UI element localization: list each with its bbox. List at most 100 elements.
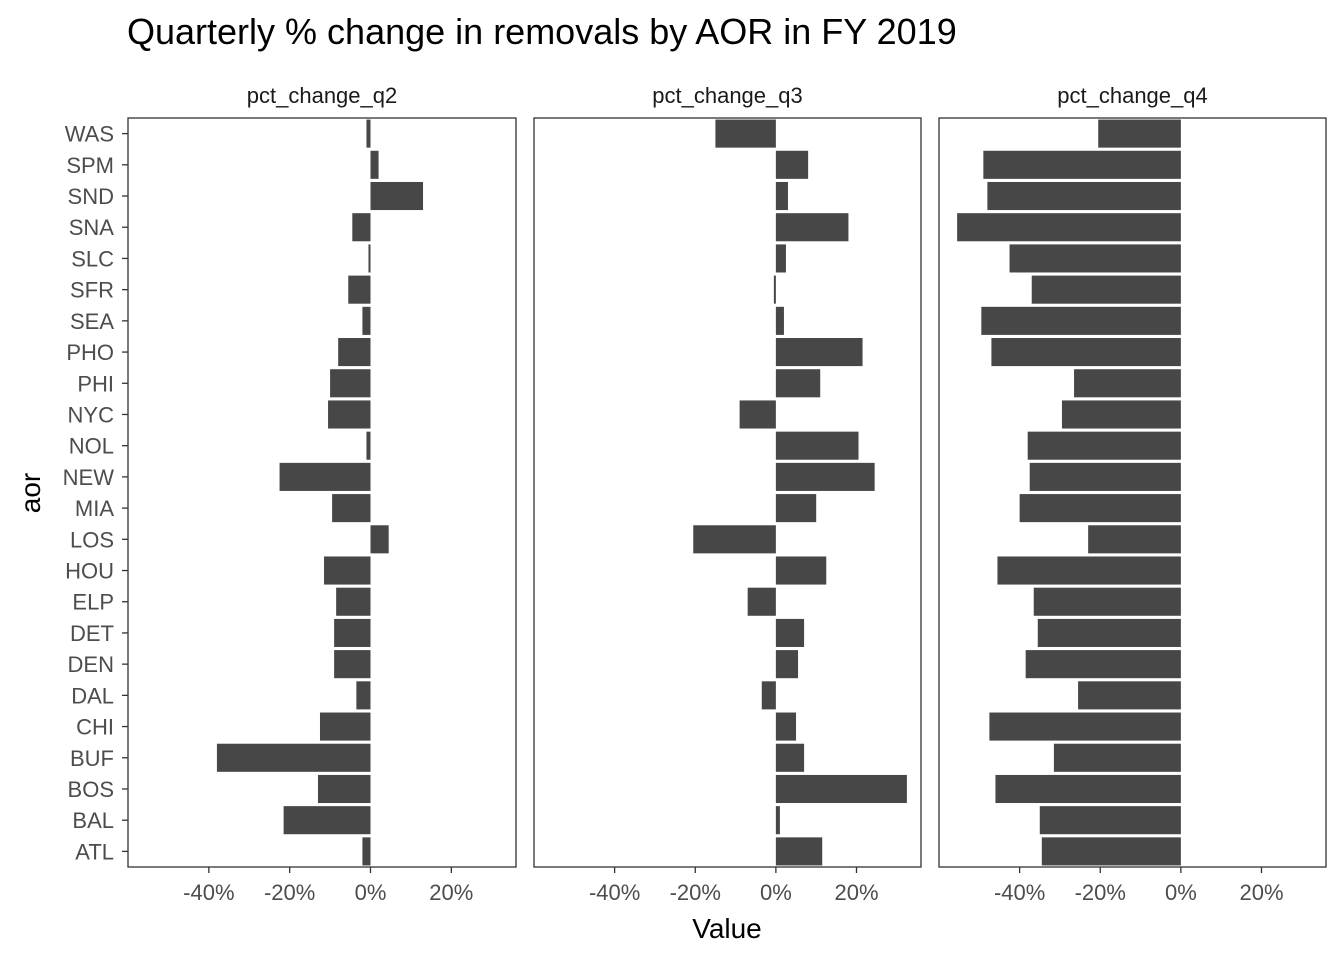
bar-snd (370, 181, 424, 211)
bar-pho (338, 338, 371, 367)
bar-atl (362, 837, 371, 866)
bar-nyc (328, 400, 371, 429)
bar-den (775, 650, 799, 679)
bar-bal (1039, 806, 1181, 835)
y-tick-label: ATL (75, 839, 114, 864)
bar-phi (775, 369, 821, 398)
bar-hou (324, 556, 371, 585)
bar-nol (1027, 431, 1181, 460)
y-tick-label: LOS (70, 527, 114, 552)
bar-buf (775, 743, 805, 772)
bar-sea (775, 306, 784, 335)
bar-was (715, 119, 776, 148)
bar-bos (317, 774, 371, 804)
bar-hou (775, 556, 827, 585)
x-tick-label: 20% (1239, 880, 1283, 905)
bar-elp (1033, 587, 1181, 616)
y-tick-label: DET (70, 621, 114, 646)
x-tick-label: 20% (834, 880, 878, 905)
bar-pho (775, 338, 863, 367)
bar-hou (997, 556, 1181, 585)
y-tick-label: NOL (69, 434, 114, 459)
x-tick-label: -40% (183, 880, 234, 905)
bar-pho (991, 338, 1181, 367)
bar-slc (775, 244, 786, 273)
panel-border (938, 117, 1327, 868)
bar-sna (352, 213, 371, 242)
y-tick-label: BUF (70, 746, 114, 771)
bar-det (775, 618, 805, 647)
bar-slc (1009, 244, 1181, 273)
bar-new (775, 462, 875, 491)
y-tick-label: DEN (68, 652, 114, 677)
bar-los (693, 525, 776, 554)
facet-pct_change_q2: pct_change_q2 -40% -20% 0% 20% WAS SPM SND SNA SL… (63, 83, 517, 905)
facet-panels: pct_change_q2 -40% -20% 0% 20% WAS SPM SND SNA SL… (63, 83, 1327, 905)
bar-bos (995, 774, 1181, 804)
bar-elp (336, 587, 371, 616)
bar-bal (775, 806, 780, 835)
bar-sea (981, 306, 1181, 335)
bar-slc (368, 244, 371, 273)
facet-pct_change_q3: pct_change_q3 -40% -20% 0% 20% (533, 83, 922, 905)
bar-dal (1078, 681, 1181, 710)
facet-strip-label: pct_change_q4 (1057, 83, 1207, 108)
facet-pct_change_q4: pct_change_q4 -40% -20% 0% 20% (938, 83, 1327, 905)
y-tick-label: NEW (63, 465, 115, 490)
y-tick-label: DAL (71, 683, 114, 708)
panel-border (127, 117, 517, 868)
bar-phi (1074, 369, 1181, 398)
y-tick-label: SPM (66, 153, 114, 178)
bar-det (1037, 618, 1181, 647)
x-tick-label: -40% (589, 880, 640, 905)
bar-was (366, 119, 371, 148)
y-tick-label: SND (68, 184, 114, 209)
chart-title: Quarterly % change in removals by AOR in… (127, 11, 957, 52)
x-tick-label: 0% (760, 880, 792, 905)
panel-border (533, 117, 922, 868)
bar-buf (1053, 743, 1181, 772)
bar-bal (283, 806, 371, 835)
x-tick-label: -20% (1075, 880, 1126, 905)
bar-new (279, 462, 371, 491)
bar-buf (216, 743, 371, 772)
y-tick-label: CHI (76, 715, 114, 740)
bar-nol (775, 431, 859, 460)
bar-dal (761, 681, 776, 710)
facet-strip-label: pct_change_q3 (652, 83, 802, 108)
bar-phi (330, 369, 371, 398)
bar-atl (775, 837, 823, 866)
facet-strip-label: pct_change_q2 (247, 83, 397, 108)
bar-atl (1041, 837, 1181, 866)
bar-sna (957, 213, 1181, 242)
bar-dal (356, 681, 371, 710)
y-tick-label: MIA (75, 496, 114, 521)
bar-sfr (773, 275, 776, 304)
x-tick-label: 0% (1165, 880, 1197, 905)
bar-mia (775, 494, 817, 523)
bar-new (1029, 462, 1181, 491)
y-tick-label: SNA (69, 215, 115, 240)
bar-sna (775, 213, 849, 242)
bar-mia (332, 494, 371, 523)
bar-sfr (1031, 275, 1181, 304)
x-tick-label: -20% (670, 880, 721, 905)
y-tick-label: NYC (68, 402, 115, 427)
bar-was (1098, 119, 1181, 148)
y-tick-label: HOU (65, 559, 114, 584)
bar-spm (983, 150, 1181, 179)
y-tick-label: BAL (72, 808, 114, 833)
bar-det (334, 618, 371, 647)
y-tick-label: ELP (72, 590, 114, 615)
bar-los (1088, 525, 1181, 554)
bar-den (334, 650, 371, 679)
bar-den (1025, 650, 1181, 679)
y-tick-label: SLC (71, 246, 114, 271)
bar-los (370, 525, 389, 554)
x-tick-label: 0% (355, 880, 387, 905)
y-tick-label: WAS (65, 122, 114, 147)
bar-elp (747, 587, 776, 616)
y-tick-label: PHO (66, 340, 114, 365)
bar-chi (989, 712, 1181, 741)
